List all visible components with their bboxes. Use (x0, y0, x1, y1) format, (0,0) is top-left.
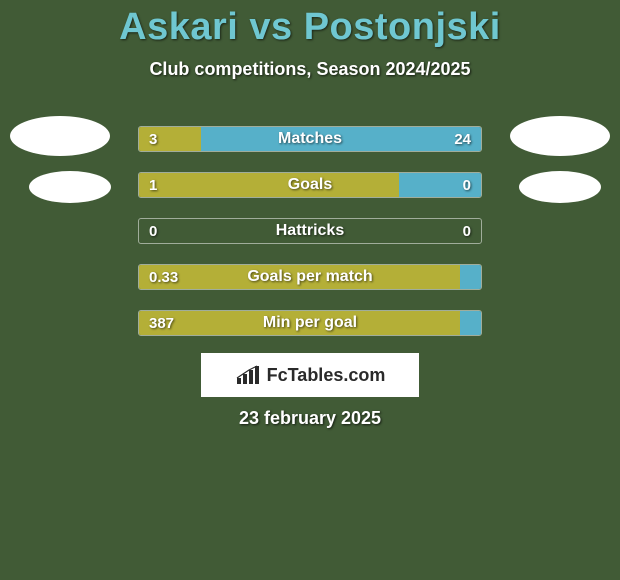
stat-bars: 324Matches 10Goals 00Hattricks 0.33Goals pe… (138, 126, 482, 356)
date-text: 23 february 2025 (0, 408, 620, 429)
stat-label: Hattricks (139, 219, 481, 243)
stat-row: 0.33Goals per match (138, 264, 482, 290)
stat-row: 324Matches (138, 126, 482, 152)
stat-row: 10Goals (138, 172, 482, 198)
stat-label: Matches (139, 127, 481, 151)
subtitle: Club competitions, Season 2024/2025 (0, 59, 620, 80)
team-left-badge-1 (10, 116, 110, 156)
stat-label: Goals (139, 173, 481, 197)
page-title: Askari vs Postonjski (0, 0, 620, 49)
stat-label: Goals per match (139, 265, 481, 289)
team-right-badge-1 (510, 116, 610, 156)
branding: FcTables.com (201, 353, 419, 397)
team-left-badge-2 (29, 171, 111, 203)
stat-label: Min per goal (139, 311, 481, 335)
team-right-badge-2 (519, 171, 601, 203)
branding-text: FcTables.com (267, 365, 386, 386)
comparison-card: Askari vs Postonjski Club competitions, … (0, 0, 620, 580)
stat-row: 387Min per goal (138, 310, 482, 336)
stat-row: 00Hattricks (138, 218, 482, 244)
bars-icon (235, 364, 261, 386)
